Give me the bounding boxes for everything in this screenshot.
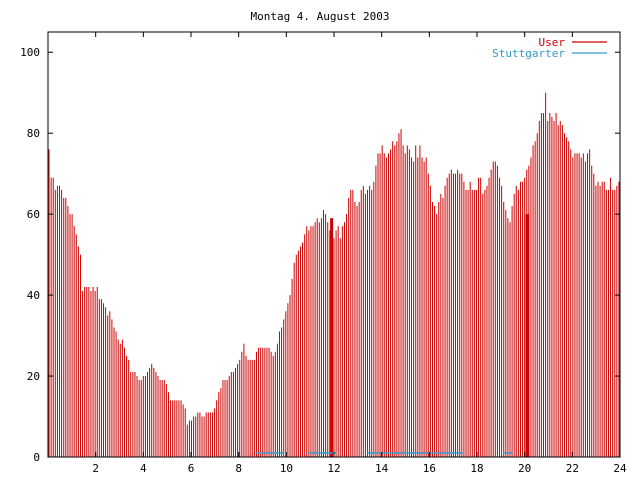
x-tick-label: 6: [188, 462, 195, 475]
x-tick-label: 22: [566, 462, 579, 475]
series-user-bars: [48, 92, 620, 457]
x-tick-label: 10: [280, 462, 293, 475]
y-tick-label: 40: [27, 289, 40, 302]
x-tick-label: 24: [613, 462, 627, 475]
x-tick-label: 4: [140, 462, 147, 475]
y-tick-label: 0: [33, 451, 40, 464]
y-tick-label: 100: [20, 46, 40, 59]
x-tick-label: 20: [518, 462, 531, 475]
x-tick-label: 8: [235, 462, 242, 475]
y-tick-label: 20: [27, 370, 40, 383]
legend-stuttgarter-label: Stuttgarter: [492, 47, 565, 60]
y-tick-label: 80: [27, 127, 40, 140]
x-tick-label: 18: [470, 462, 483, 475]
user-bar-highlight: [525, 214, 529, 457]
y-tick-label: 60: [27, 208, 40, 221]
x-tick-label: 16: [423, 462, 436, 475]
x-tick-label: 12: [327, 462, 340, 475]
legend-user-label: User: [539, 36, 566, 49]
x-tick-label: 14: [375, 462, 389, 475]
legend: User Stuttgarter: [492, 36, 607, 60]
user-bar-highlight: [330, 218, 334, 457]
x-tick-label: 2: [92, 462, 99, 475]
chart-title: Montag 4. August 2003: [250, 10, 389, 23]
